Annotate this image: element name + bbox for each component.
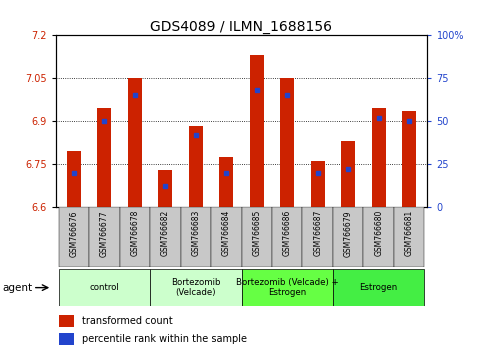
FancyBboxPatch shape [242, 207, 272, 267]
FancyBboxPatch shape [120, 207, 150, 267]
Text: GSM766678: GSM766678 [130, 210, 139, 257]
FancyBboxPatch shape [58, 269, 150, 306]
Text: GSM766684: GSM766684 [222, 210, 231, 257]
Bar [250, 56, 264, 207]
FancyBboxPatch shape [302, 207, 333, 267]
Text: GSM766682: GSM766682 [161, 210, 170, 256]
Text: percentile rank within the sample: percentile rank within the sample [82, 334, 247, 344]
FancyBboxPatch shape [211, 207, 242, 267]
FancyBboxPatch shape [333, 269, 425, 306]
Bar [98, 108, 111, 207]
Text: agent: agent [2, 282, 32, 293]
Text: transformed count: transformed count [82, 316, 172, 326]
Text: GSM766680: GSM766680 [374, 210, 383, 257]
Text: GSM766679: GSM766679 [344, 210, 353, 257]
Text: GSM766676: GSM766676 [70, 210, 78, 257]
Text: GSM766681: GSM766681 [405, 210, 413, 256]
Text: GSM766683: GSM766683 [191, 210, 200, 257]
FancyBboxPatch shape [58, 207, 89, 267]
Bar [311, 161, 325, 207]
Bar [372, 108, 385, 207]
Bar [128, 78, 142, 207]
FancyBboxPatch shape [394, 207, 425, 267]
Text: GSM766686: GSM766686 [283, 210, 292, 257]
Text: GSM766677: GSM766677 [100, 210, 109, 257]
Text: GSM766687: GSM766687 [313, 210, 322, 257]
FancyBboxPatch shape [242, 269, 333, 306]
FancyBboxPatch shape [89, 207, 120, 267]
FancyBboxPatch shape [181, 207, 211, 267]
Title: GDS4089 / ILMN_1688156: GDS4089 / ILMN_1688156 [151, 21, 332, 34]
Text: GSM766685: GSM766685 [252, 210, 261, 257]
FancyBboxPatch shape [333, 207, 363, 267]
Bar [59, 315, 74, 327]
Bar [158, 170, 172, 207]
FancyBboxPatch shape [150, 207, 181, 267]
Text: Bortezomib
(Velcade): Bortezomib (Velcade) [171, 278, 221, 297]
FancyBboxPatch shape [272, 207, 302, 267]
Bar [341, 141, 355, 207]
Text: Bortezomib (Velcade) +
Estrogen: Bortezomib (Velcade) + Estrogen [236, 278, 339, 297]
FancyBboxPatch shape [363, 207, 394, 267]
Text: control: control [89, 283, 119, 292]
FancyBboxPatch shape [150, 269, 242, 306]
Bar [189, 126, 203, 207]
Bar [402, 111, 416, 207]
Bar [219, 157, 233, 207]
Bar [280, 78, 294, 207]
Text: Estrogen: Estrogen [359, 283, 398, 292]
Bar [67, 151, 81, 207]
Bar [59, 333, 74, 345]
